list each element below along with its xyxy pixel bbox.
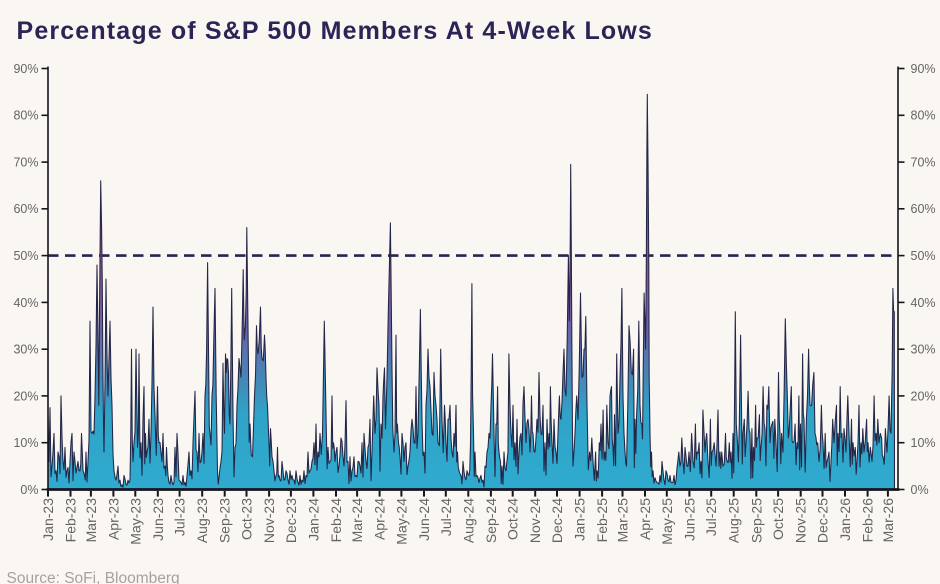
svg-text:Jun-23: Jun-23: [150, 498, 166, 541]
svg-text:May-24: May-24: [393, 498, 409, 545]
svg-text:Sep-23: Sep-23: [217, 498, 233, 543]
svg-text:Feb-23: Feb-23: [63, 498, 79, 543]
svg-text:60%: 60%: [911, 202, 936, 216]
svg-text:Apr-25: Apr-25: [637, 498, 653, 540]
svg-text:Aug-23: Aug-23: [194, 498, 210, 543]
svg-text:Apr-23: Apr-23: [105, 498, 121, 540]
svg-text:Oct-25: Oct-25: [770, 498, 786, 540]
svg-text:80%: 80%: [13, 109, 38, 123]
svg-text:90%: 90%: [911, 62, 936, 76]
svg-text:Mar-23: Mar-23: [83, 498, 99, 543]
svg-text:70%: 70%: [911, 156, 936, 170]
svg-text:Mar-24: Mar-24: [349, 498, 365, 543]
svg-text:20%: 20%: [911, 389, 936, 403]
svg-text:Jan-25: Jan-25: [572, 498, 588, 541]
svg-text:Jun-24: Jun-24: [416, 498, 432, 541]
svg-text:Jul-24: Jul-24: [438, 498, 454, 536]
svg-text:Feb-25: Feb-25: [594, 498, 610, 543]
svg-text:Nov-24: Nov-24: [527, 498, 543, 543]
svg-text:Source: SoFi, Bloomberg: Source: SoFi, Bloomberg: [7, 570, 180, 584]
svg-text:Jan-23: Jan-23: [40, 498, 56, 541]
svg-text:10%: 10%: [13, 436, 38, 450]
svg-text:Sep-24: Sep-24: [483, 498, 499, 543]
svg-text:Dec-24: Dec-24: [549, 498, 565, 543]
svg-text:Mar-25: Mar-25: [615, 498, 631, 543]
svg-text:Nov-25: Nov-25: [793, 498, 809, 543]
svg-text:Feb-24: Feb-24: [328, 498, 344, 543]
svg-text:Oct-23: Oct-23: [239, 498, 255, 540]
svg-text:Percentage of S&P 500 Members: Percentage of S&P 500 Members At 4-Week …: [17, 17, 653, 45]
svg-text:70%: 70%: [13, 156, 38, 170]
svg-text:30%: 30%: [13, 343, 38, 357]
svg-text:Mar-26: Mar-26: [880, 498, 896, 543]
svg-text:Nov-23: Nov-23: [261, 498, 277, 543]
svg-text:20%: 20%: [13, 389, 38, 403]
svg-text:80%: 80%: [911, 109, 936, 123]
svg-text:0%: 0%: [20, 483, 38, 497]
svg-text:Jul-25: Jul-25: [703, 498, 719, 536]
svg-text:Aug-25: Aug-25: [726, 498, 742, 543]
svg-text:30%: 30%: [911, 343, 936, 357]
svg-text:Apr-24: Apr-24: [372, 498, 388, 540]
svg-text:Dec-23: Dec-23: [283, 498, 299, 543]
svg-text:Oct-24: Oct-24: [505, 498, 521, 540]
svg-text:40%: 40%: [13, 296, 38, 310]
svg-text:May-25: May-25: [659, 498, 675, 545]
svg-text:50%: 50%: [911, 249, 936, 263]
svg-text:50%: 50%: [13, 249, 38, 263]
svg-text:Sep-25: Sep-25: [748, 498, 764, 543]
svg-text:May-23: May-23: [127, 498, 143, 545]
svg-text:10%: 10%: [911, 436, 936, 450]
svg-text:Jun-25: Jun-25: [681, 498, 697, 541]
svg-text:90%: 90%: [13, 62, 38, 76]
svg-text:Feb-26: Feb-26: [860, 498, 876, 543]
svg-text:Aug-24: Aug-24: [460, 498, 476, 543]
svg-text:Jan-26: Jan-26: [837, 498, 853, 541]
svg-text:60%: 60%: [13, 202, 38, 216]
svg-text:0%: 0%: [911, 483, 929, 497]
svg-text:Dec-25: Dec-25: [815, 498, 831, 543]
svg-text:40%: 40%: [911, 296, 936, 310]
svg-text:Jul-23: Jul-23: [172, 498, 188, 536]
svg-text:Jan-24: Jan-24: [305, 498, 321, 541]
